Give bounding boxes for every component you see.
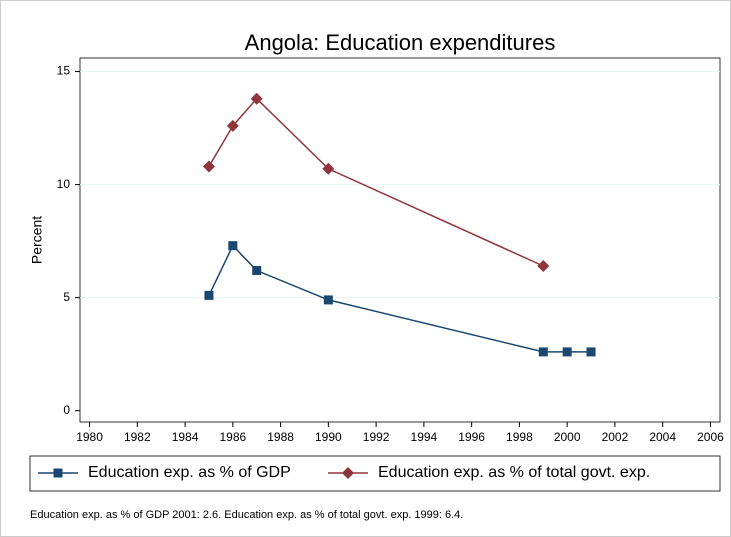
x-tick-label: 2002 bbox=[602, 430, 629, 444]
marker bbox=[202, 160, 215, 173]
x-tick-label: 1984 bbox=[172, 430, 199, 444]
chart-title: Angola: Education expenditures bbox=[245, 30, 556, 55]
x-tick-label: 1994 bbox=[411, 430, 438, 444]
x-tick-label: 2000 bbox=[554, 430, 581, 444]
marker bbox=[322, 162, 335, 175]
y-tick-label: 0 bbox=[63, 403, 70, 417]
legend-label: Education exp. as % of GDP bbox=[88, 464, 291, 481]
y-axis-label: Percent bbox=[29, 216, 45, 264]
marker bbox=[586, 347, 596, 357]
marker bbox=[538, 347, 548, 357]
y-tick-label: 10 bbox=[57, 177, 71, 191]
y-tick-label: 5 bbox=[63, 290, 70, 304]
legend-marker bbox=[342, 467, 354, 479]
x-tick-label: 2004 bbox=[649, 430, 676, 444]
marker bbox=[228, 241, 238, 251]
legend-label: Education exp. as % of total govt. exp. bbox=[378, 464, 650, 481]
marker bbox=[226, 119, 239, 132]
legend bbox=[29, 455, 721, 492]
footnote: Education exp. as % of GDP 2001: 2.6. Ed… bbox=[30, 509, 463, 521]
x-tick-label: 1992 bbox=[363, 430, 390, 444]
marker bbox=[204, 290, 214, 300]
x-tick-label: 1988 bbox=[267, 430, 294, 444]
marker bbox=[537, 260, 550, 272]
marker bbox=[250, 92, 263, 105]
x-tick-label: 1980 bbox=[76, 430, 103, 444]
y-tick-label: 15 bbox=[57, 64, 71, 78]
marker bbox=[323, 295, 333, 305]
x-tick-label: 2006 bbox=[697, 430, 724, 444]
x-tick-label: 1986 bbox=[219, 430, 246, 444]
x-tick-label: 1990 bbox=[315, 430, 342, 444]
legend-marker bbox=[53, 468, 63, 478]
x-tick-label: 1998 bbox=[506, 430, 533, 444]
x-tick-label: 1996 bbox=[458, 430, 485, 444]
marker bbox=[562, 347, 572, 357]
marker bbox=[252, 266, 262, 276]
plot-area bbox=[79, 57, 721, 423]
x-tick-label: 1982 bbox=[124, 430, 151, 444]
